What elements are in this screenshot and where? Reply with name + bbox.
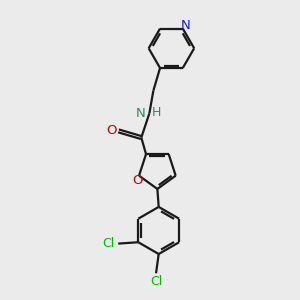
Text: N: N [136,107,146,120]
Text: H: H [152,106,161,119]
Text: O: O [106,124,116,137]
Text: N: N [181,20,191,32]
Text: Cl: Cl [102,237,114,250]
Text: O: O [132,174,143,187]
Text: Cl: Cl [150,275,162,288]
